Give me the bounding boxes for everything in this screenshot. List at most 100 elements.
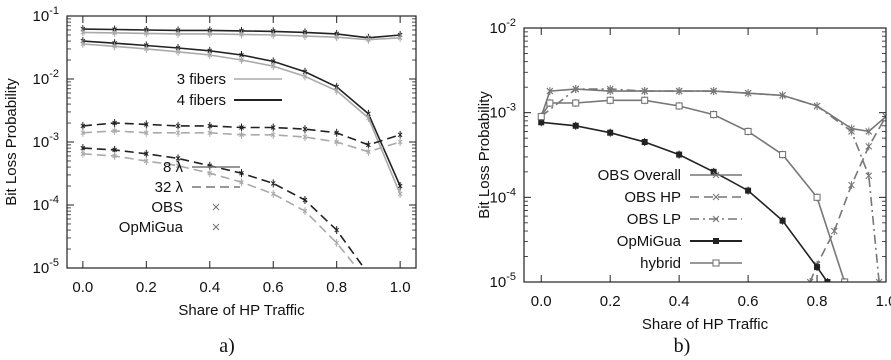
data-point [865,128,873,135]
data-point [207,123,213,129]
x-tick-label: 0.8 [807,293,828,310]
legend-label: hybrid [640,255,681,272]
data-point [334,34,340,40]
data-point [207,52,213,58]
legend-label: OBS Overall [598,167,681,184]
data-point [744,89,752,97]
data-point [334,227,340,233]
data-point [302,126,308,132]
y-tick-label: 10-4 [33,194,59,214]
data-point [175,130,181,136]
data-point [334,240,340,246]
data-point [366,115,371,121]
data-point [366,280,370,284]
y-tick-label: 10-5 [490,271,516,291]
data-point [112,120,117,126]
data-point [207,31,213,37]
data-point [606,85,614,93]
data-point [143,31,149,36]
data-point [112,153,117,159]
data-point [334,130,340,136]
data-point [80,151,86,157]
data-point [175,49,181,55]
data-point [112,147,117,153]
data-point [302,197,308,203]
plot-area [537,85,886,282]
data-point [239,179,244,185]
data-point [397,35,403,41]
data-point [239,52,244,58]
series-line [540,88,886,133]
legend-label: OpMiGua [119,219,184,236]
legend-label: OBS [151,199,183,216]
data-point [302,33,308,39]
x-tick-label: 0.8 [326,279,347,296]
data-point [366,149,371,155]
legend-marker [712,193,720,201]
data-point [270,32,276,38]
data-point [143,158,149,164]
data-point [175,123,181,129]
y-tick-label: 10-3 [33,131,59,151]
legend-label: OBS HP [624,189,681,206]
data-point [641,87,649,95]
data-point [143,122,149,127]
data-point [239,32,244,37]
data-point [848,181,855,189]
plot-frame [523,27,887,283]
data-point [366,142,371,148]
series-line [540,88,880,282]
data-point [397,191,403,197]
legend-label: OBS LP [627,211,681,228]
data-point [175,156,181,161]
legend-label: 8 λ [163,159,184,176]
y-tick-label: 10-1 [33,5,59,25]
x-tick-label: 1.0 [876,293,891,310]
series-line [541,121,829,282]
data-point [366,37,371,43]
series-line [809,116,886,282]
data-point [143,46,149,52]
y-tick-label: 10-3 [490,102,516,122]
data-point [813,193,821,201]
data-point [80,130,86,136]
plot-area [80,25,403,284]
data-point [675,87,683,95]
legend-marker [712,171,720,179]
data-point [572,122,579,129]
data-point [270,132,276,138]
data-point [572,99,580,107]
data-point [366,111,371,117]
data-point [865,172,873,180]
data-point [334,139,340,145]
data-point [546,87,554,95]
data-point [270,63,276,69]
data-point [397,139,403,145]
data-point [814,264,821,271]
x-tick-label: 1.0 [390,279,411,296]
data-point [80,145,86,151]
data-point [302,134,308,140]
data-point [239,57,244,63]
x-tick-label: 0.2 [136,279,157,296]
data-point [270,59,276,64]
data-point [676,151,683,158]
data-point [710,87,718,95]
data-point [538,119,545,126]
data-point [572,85,580,93]
data-point [239,132,244,138]
data-point [745,187,752,194]
data-point [397,183,403,189]
x-tick-label: 0.0 [531,293,552,310]
chart-panel-b: 10-5 10-4 10-3 10-2 0.0 0.2 0.4 0.6 0.8 1.0 Share … [476,17,891,357]
data-point [641,96,649,104]
y-axis-label: Bit Loss Probability [476,91,493,219]
series-line [82,153,359,268]
data-point [143,151,149,157]
data-point [207,48,213,54]
data-point [806,278,814,282]
data-point [779,91,786,99]
data-point [841,278,849,282]
data-point [882,113,886,120]
legend-label: OpMiGua [617,233,682,250]
